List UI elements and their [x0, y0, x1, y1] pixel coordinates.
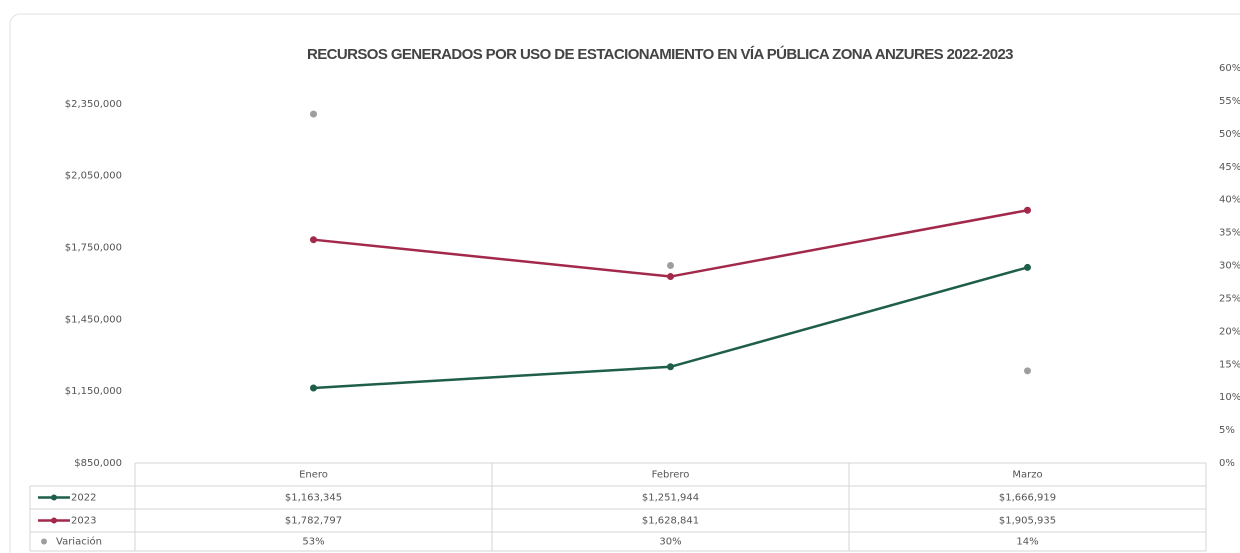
legend-label: 2023: [71, 516, 96, 527]
table-cell: $1,666,919: [999, 493, 1056, 504]
y2-tick-label: 10%: [1219, 392, 1240, 403]
chart-title: RECURSOS GENERADOS POR USO DE ESTACIONAM…: [307, 45, 1013, 63]
table-cell: 30%: [659, 537, 681, 548]
x-tick-label: Febrero: [652, 470, 690, 481]
data-point: [667, 273, 674, 281]
table-cell: $1,782,797: [285, 516, 342, 527]
legend-marker: [51, 494, 57, 501]
y2-tick-label: 40%: [1219, 195, 1240, 206]
y2-tick-label: 20%: [1219, 326, 1240, 337]
y2-tick-label: 45%: [1219, 162, 1240, 173]
table-cell: $1,251,944: [642, 493, 699, 504]
table-cell: $1,163,345: [285, 493, 342, 504]
card: [9, 13, 1240, 553]
y-tick-label: $2,050,000: [65, 171, 122, 182]
data-point: [667, 262, 674, 269]
legend-label: Variación: [56, 536, 102, 548]
table-cell: 14%: [1016, 537, 1038, 548]
data-point: [667, 363, 674, 371]
y2-tick-label: 5%: [1219, 425, 1235, 436]
y2-tick-label: 30%: [1219, 261, 1240, 272]
y2-tick-label: 25%: [1219, 293, 1240, 304]
data-point: [1024, 263, 1031, 271]
table-cell: $1,628,841: [642, 516, 699, 527]
x-tick-label: Enero: [299, 470, 328, 481]
y2-tick-label: 15%: [1219, 359, 1240, 370]
legend-marker: [41, 538, 47, 545]
y-tick-label: $1,150,000: [65, 386, 122, 397]
y2-tick-label: 55%: [1219, 96, 1240, 107]
table-cell: 53%: [302, 537, 324, 548]
data-point: [1024, 367, 1031, 375]
y-tick-label: $1,450,000: [65, 314, 122, 325]
table-cell: $1,905,935: [999, 516, 1056, 527]
y2-tick-label: 0%: [1219, 458, 1235, 469]
data-point: [310, 236, 317, 244]
y2-tick-label: 50%: [1219, 129, 1240, 140]
y-tick-label: $2,350,000: [65, 99, 122, 110]
y2-tick-label: 60%: [1219, 63, 1240, 74]
legend-marker: [51, 517, 57, 524]
x-tick-label: Marzo: [1012, 470, 1042, 481]
data-point: [310, 384, 317, 392]
legend-label: 2022: [71, 493, 96, 504]
y-tick-label: $1,750,000: [65, 243, 122, 254]
data-point: [310, 110, 317, 118]
y-tick-label: $850,000: [74, 458, 122, 469]
data-point: [1024, 206, 1031, 214]
y2-tick-label: 35%: [1219, 228, 1240, 239]
